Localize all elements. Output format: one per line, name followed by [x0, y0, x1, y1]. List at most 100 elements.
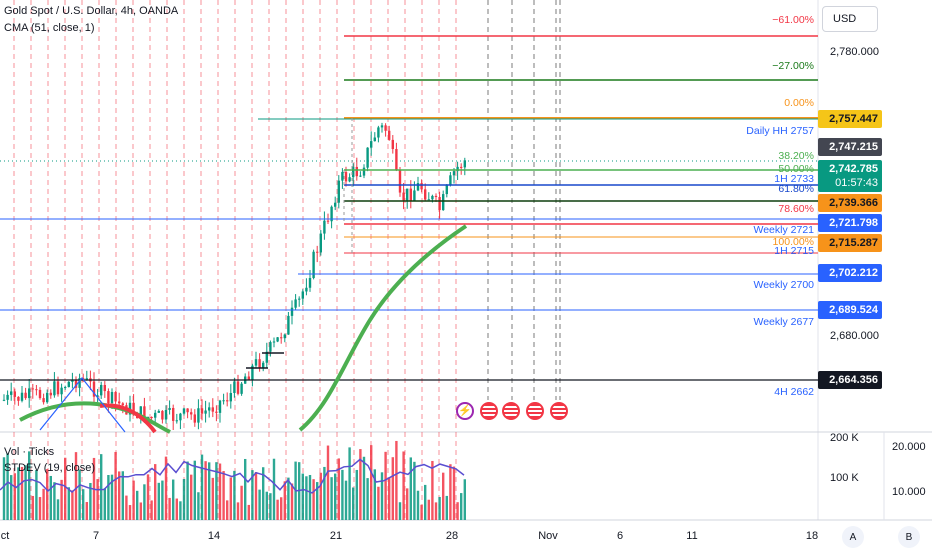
- candle-body: [46, 392, 49, 403]
- price-label-weekly-2721: 2,721.798: [818, 214, 882, 232]
- volume-bar: [442, 472, 445, 520]
- volume-bar: [384, 451, 387, 520]
- candle-body: [438, 197, 441, 211]
- volume-bar: [60, 479, 63, 520]
- layout-b-button[interactable]: B: [898, 526, 920, 548]
- candle-body: [139, 406, 142, 419]
- fib-label: −61.00%: [772, 14, 814, 26]
- volume-bar: [438, 496, 441, 520]
- time-label: 28: [445, 530, 459, 542]
- time-label: ct: [0, 530, 10, 542]
- stdev-legend[interactable]: STDEV (19, close): [4, 462, 95, 474]
- indicator-legend[interactable]: CMA (51, close, 1): [4, 22, 94, 34]
- fib-anchor-line: [343, 118, 353, 253]
- volume-bar: [154, 464, 157, 520]
- auto-scale-button[interactable]: A: [842, 526, 864, 548]
- candle-body: [20, 392, 24, 401]
- candle-body: [254, 359, 258, 366]
- volume-bar: [352, 487, 355, 520]
- candle-body: [154, 412, 157, 418]
- candle-body: [200, 408, 204, 414]
- volume-bar: [287, 477, 290, 520]
- candle-body: [28, 388, 31, 399]
- volume-bar: [290, 483, 294, 520]
- price-label-daily-hh: 2,757.447: [818, 110, 882, 128]
- fib-label: 50.00%: [778, 163, 814, 175]
- volume-bar: [82, 489, 85, 520]
- candle-body: [132, 402, 135, 414]
- level-label: Weekly 2677: [753, 316, 814, 328]
- volume-title: Vol · Ticks: [4, 446, 55, 458]
- candle-body: [373, 137, 376, 142]
- candle-body: [452, 171, 456, 176]
- volume-bar: [128, 505, 132, 520]
- volume-bar: [200, 454, 204, 520]
- volume-bar: [46, 469, 49, 520]
- price-label-weekly-2677: 2,689.524: [818, 301, 882, 319]
- volume-bar: [254, 472, 258, 520]
- candle-body: [388, 130, 391, 140]
- candle-body: [330, 206, 333, 222]
- symbol-legend[interactable]: Gold Spot / U.S. Dollar, 4h, OANDA: [4, 5, 178, 17]
- volume-legend[interactable]: Vol · Ticks: [4, 446, 54, 458]
- candle-body: [348, 177, 351, 182]
- volume-bar: [222, 471, 225, 520]
- candle-body: [380, 125, 384, 128]
- candle-body: [456, 166, 459, 172]
- volume-bar: [308, 474, 312, 520]
- time-label: 21: [329, 530, 343, 542]
- candle-body: [2, 399, 6, 401]
- candle-body: [190, 412, 193, 415]
- volume-bar: [276, 499, 279, 520]
- candle-body: [143, 406, 146, 422]
- volume-bar: [406, 488, 409, 520]
- volume-bar: [366, 478, 369, 520]
- us-flag-icon[interactable]: [480, 402, 498, 420]
- candle-body: [427, 199, 430, 201]
- candle-body: [103, 384, 106, 392]
- volume-bar: [31, 495, 34, 520]
- cma-line-green: [298, 224, 468, 432]
- volume-bar: [193, 460, 196, 520]
- volume-bar: [17, 467, 20, 520]
- time-label: Nov: [538, 530, 558, 542]
- us-flag-icon[interactable]: [526, 402, 544, 420]
- us-flag-icon[interactable]: [502, 402, 520, 420]
- candle-body: [233, 381, 236, 393]
- candle-body: [175, 420, 178, 422]
- level-label: Weekly 2700: [753, 279, 814, 291]
- candle-body: [312, 251, 315, 279]
- volume-bar: [38, 497, 42, 520]
- price-label-current: 2,742.785 01:57:43: [818, 160, 882, 192]
- candle-body: [6, 394, 9, 400]
- fib-label: 61.80%: [778, 183, 814, 195]
- volume-bar: [2, 457, 6, 520]
- candle-body: [362, 167, 366, 176]
- candle-body: [272, 341, 276, 343]
- candle-body: [337, 180, 340, 203]
- volume-bar: [319, 472, 322, 520]
- volume-bar: [13, 473, 16, 520]
- price-tick: 2,780.000: [830, 46, 879, 58]
- us-flag-icon[interactable]: [550, 402, 568, 420]
- candle-body: [420, 183, 423, 190]
- candle-body: [370, 141, 373, 148]
- candle-body: [35, 389, 38, 391]
- candle-body: [218, 400, 222, 413]
- volume-bar: [265, 491, 268, 520]
- volume-bar: [359, 449, 362, 520]
- volume-bar: [118, 471, 121, 520]
- candle-body: [298, 298, 301, 300]
- lightning-icon[interactable]: ⚡: [456, 402, 474, 420]
- volume-bar: [452, 466, 456, 520]
- volume-bar: [344, 480, 348, 520]
- volume-bar: [427, 499, 430, 520]
- currency-button[interactable]: USD: [822, 6, 878, 32]
- stdev-line: [0, 458, 465, 494]
- cma-line-red: [99, 403, 157, 434]
- candle-body: [96, 395, 99, 397]
- volume-bar: [143, 484, 146, 520]
- volume-bar: [348, 447, 351, 520]
- time-label: 11: [686, 530, 698, 542]
